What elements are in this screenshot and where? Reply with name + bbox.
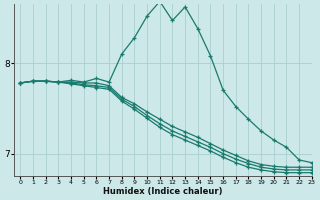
- X-axis label: Humidex (Indice chaleur): Humidex (Indice chaleur): [103, 187, 223, 196]
